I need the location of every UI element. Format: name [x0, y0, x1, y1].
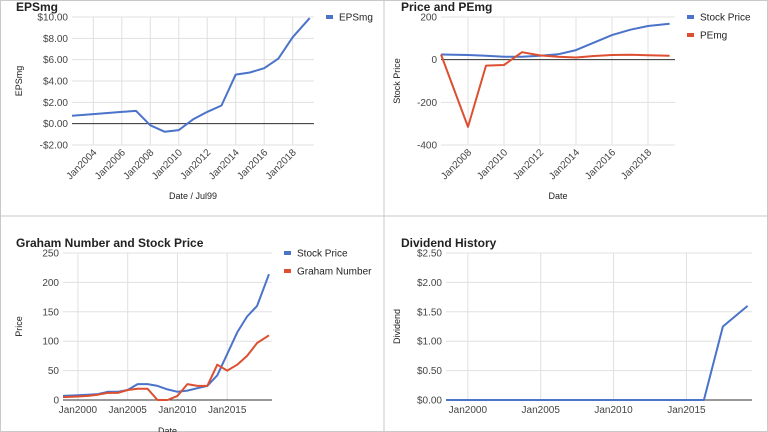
- series-line-pemg: [440, 51, 670, 128]
- y-tick-label: $2.00: [417, 278, 442, 289]
- y-tick-label: $1.50: [417, 307, 442, 318]
- y-tick-label: $1.00: [417, 337, 442, 348]
- x-tick-label: Jan2005: [522, 405, 561, 416]
- x-tick-label: Jan2016: [583, 147, 618, 182]
- x-tick-label: Jan2018: [264, 147, 299, 182]
- x-axis-title: Date / Jul99: [169, 191, 217, 201]
- chart-graham-number-and-stock-price: Graham Number and Stock Price 0 50 100 150 20…: [14, 236, 372, 432]
- y-tick-label: 0: [431, 55, 437, 66]
- legend-label: Stock Price: [297, 249, 348, 260]
- x-tick-label: Jan2005: [109, 405, 148, 416]
- y-tick-label: $0.50: [417, 366, 442, 377]
- legend-label: PEmg: [700, 31, 727, 42]
- y-tick-label: $8.00: [43, 34, 68, 45]
- y-axis-title: Price: [14, 316, 24, 337]
- y-tick-label: $2.50: [417, 249, 442, 260]
- x-tick-label: Jan2010: [475, 147, 510, 182]
- y-tick-label: -400: [417, 141, 437, 152]
- y-axis-title: EPSmg: [14, 66, 24, 97]
- chart-price-and-pemg: Price and PEmg -400 -200 0 200 Jan2008 Jan2010…: [392, 0, 751, 201]
- x-tick-label: Jan2008: [439, 147, 474, 182]
- y-tick-label: 250: [42, 249, 59, 260]
- chart-title: Graham Number and Stock Price: [16, 236, 204, 250]
- y-tick-label: 50: [48, 366, 60, 377]
- x-tick-label: Jan2010: [158, 405, 197, 416]
- chart-title: Price and PEmg: [401, 0, 492, 14]
- chart-dividend-history: Dividend History $0.00 $0.50 $1.00 $1.50 $2.0…: [392, 236, 752, 416]
- y-tick-label: $4.00: [43, 77, 68, 88]
- y-tick-label: $0.00: [43, 119, 68, 130]
- y-tick-label: 0: [53, 396, 59, 407]
- series-line-series: [446, 305, 749, 401]
- chart-epsmg: EPSmg -$2.00 $0.00 $2.00 $4.00 $6.00 $8.00 $10.…: [14, 0, 373, 201]
- y-tick-label: $10.00: [37, 13, 68, 24]
- y-tick-label: 200: [420, 13, 437, 24]
- y-tick-label: $0.00: [417, 396, 442, 407]
- x-tick-label: Jan2000: [449, 405, 488, 416]
- x-tick-label: Jan2015: [208, 405, 247, 416]
- series-line-epsmg: [71, 17, 311, 133]
- legend-label: Graham Number: [297, 267, 372, 278]
- y-axis-title: Stock Price: [392, 58, 402, 104]
- x-tick-label: Jan2010: [594, 405, 633, 416]
- x-axis-title: Date: [158, 426, 177, 432]
- chart-title: Dividend History: [401, 236, 497, 250]
- y-tick-label: 200: [42, 278, 59, 289]
- y-axis-title: Dividend: [392, 309, 402, 344]
- x-tick-label: Jan2000: [59, 405, 98, 416]
- x-axis-title: Date: [548, 191, 567, 201]
- series-line-stock-price: [62, 273, 270, 397]
- series-line-stock-price: [440, 22, 670, 58]
- x-tick-label: Jan2015: [667, 405, 706, 416]
- y-tick-label: 150: [42, 307, 59, 318]
- legend-label: EPSmg: [339, 13, 373, 24]
- y-tick-label: $2.00: [43, 98, 68, 109]
- y-tick-label: -200: [417, 98, 437, 109]
- x-tick-label: Jan2018: [619, 147, 654, 182]
- x-tick-label: Jan2012: [511, 147, 546, 182]
- series-line-graham-number: [62, 334, 270, 401]
- chart-title: EPSmg: [16, 0, 58, 14]
- legend-label: Stock Price: [700, 13, 751, 24]
- y-tick-label: $6.00: [43, 55, 68, 66]
- y-tick-label: 100: [42, 337, 59, 348]
- y-tick-label: -$2.00: [40, 141, 69, 152]
- x-tick-label: Jan2014: [547, 147, 582, 182]
